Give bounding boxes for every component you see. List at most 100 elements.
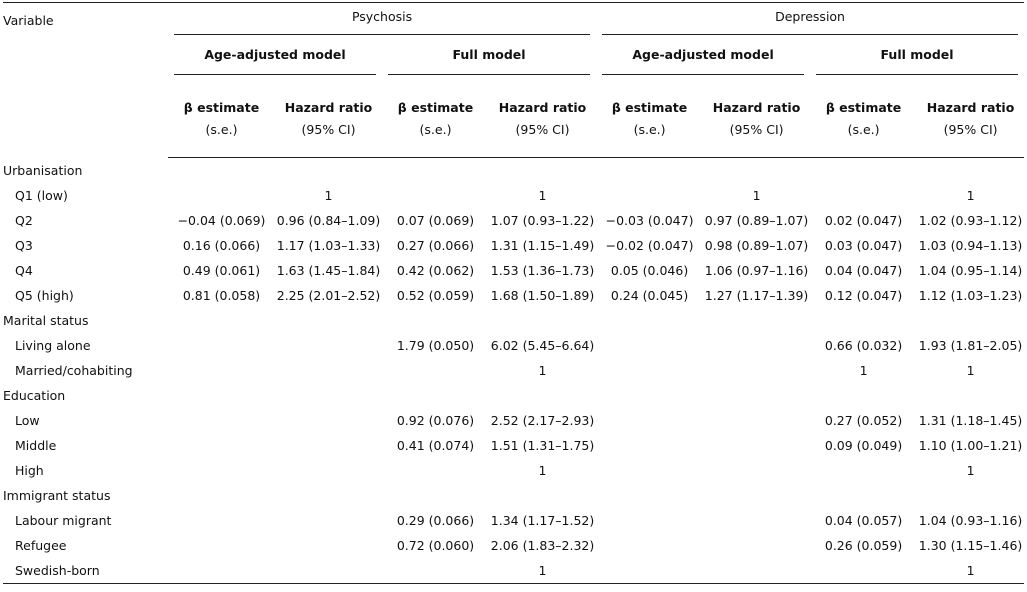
column-header-line: (s.e.)	[633, 122, 666, 137]
value-cell: 0.27 (0.066)	[396, 237, 475, 253]
value-cell: 2.06 (1.83–2.32)	[490, 537, 595, 553]
value-cell: 0.04 (0.057)	[824, 512, 903, 528]
column-header: β estimate (s.e.)	[382, 81, 489, 158]
column-header-line: β estimate	[825, 100, 902, 115]
value-cell: 0.26 (0.059)	[824, 537, 903, 553]
value-cell: 1	[966, 187, 975, 203]
value-cell: 0.81 (0.058)	[182, 287, 261, 303]
model-header: Full model	[810, 41, 1024, 81]
empty-cell	[810, 458, 917, 483]
empty-cell	[275, 433, 382, 458]
value-cell: 1.31 (1.18–1.45)	[918, 412, 1023, 428]
value-cell: 1.31 (1.15–1.49)	[490, 237, 595, 253]
row-label: Q5 (high)	[15, 288, 74, 303]
empty-cell	[275, 408, 382, 433]
row-label: Married/cohabiting	[15, 363, 133, 378]
value-cell: 1	[966, 362, 975, 378]
data-row: Q3 0.16 (0.066) 1.17 (1.03–1.33) 0.27 (0.06…	[3, 233, 1024, 258]
empty-cell	[810, 558, 917, 584]
section-row: Education	[3, 383, 1024, 408]
group-title: Psychosis	[174, 9, 591, 35]
empty-cell	[168, 183, 275, 208]
data-row: Married/cohabiting 1 1 1	[3, 358, 1024, 383]
column-header-line: (95% CI)	[943, 122, 998, 137]
data-row: Q5 (high) 0.81 (0.058) 2.25 (2.01–2.52) 0.5…	[3, 283, 1024, 308]
empty-cell	[596, 358, 703, 383]
empty-cell	[168, 433, 275, 458]
empty-cell	[703, 533, 810, 558]
data-row: High 1 1	[3, 458, 1024, 483]
value-cell: 1.07 (0.93–1.22)	[490, 212, 595, 228]
row-label: Refugee	[15, 538, 67, 553]
value-cell: 0.97 (0.89–1.07)	[704, 212, 809, 228]
column-header: Hazard ratio (95% CI)	[703, 81, 811, 158]
empty-cell	[275, 358, 382, 383]
column-header: Hazard ratio (95% CI)	[275, 81, 382, 158]
value-cell: 0.98 (0.89–1.07)	[704, 237, 809, 253]
value-cell: 1	[538, 362, 547, 378]
empty-cell	[275, 508, 382, 533]
value-cell: 1.51 (1.31–1.75)	[490, 437, 595, 453]
column-header-line: Hazard ratio	[284, 100, 373, 115]
column-header-line: (s.e.)	[419, 122, 452, 137]
row-label: Labour migrant	[15, 513, 112, 528]
value-cell: 0.29 (0.066)	[396, 512, 475, 528]
section-title: Education	[3, 388, 66, 403]
value-cell: 1.34 (1.17–1.52)	[490, 512, 595, 528]
column-header: Hazard ratio (95% CI)	[917, 81, 1025, 158]
section-row: Marital status	[3, 308, 1024, 333]
empty-cell	[168, 358, 275, 383]
column-header: β estimate (s.e.)	[810, 81, 918, 158]
value-cell: 0.04 (0.047)	[824, 262, 903, 278]
empty-cell	[275, 558, 382, 584]
value-cell: 1	[538, 562, 547, 578]
empty-cell	[703, 558, 810, 584]
value-cell: 1	[538, 462, 547, 478]
model-header: Age-adjusted model	[596, 41, 810, 81]
empty-cell	[703, 358, 810, 383]
value-cell: 1	[752, 187, 761, 203]
value-cell: 1.30 (1.15–1.46)	[918, 537, 1023, 553]
column-header-line: β estimate	[397, 100, 474, 115]
value-cell: 1.12 (1.03–1.23)	[918, 287, 1023, 303]
empty-cell	[596, 508, 703, 533]
empty-cell	[382, 358, 489, 383]
value-cell: 2.25 (2.01–2.52)	[276, 287, 381, 303]
section-title: Immigrant status	[3, 488, 111, 503]
column-header-line: (s.e.)	[205, 122, 238, 137]
section-title: Urbanisation	[3, 163, 83, 178]
empty-cell	[275, 458, 382, 483]
column-header-line: (s.e.)	[847, 122, 880, 137]
value-cell: 1.06 (0.97–1.16)	[704, 262, 809, 278]
value-cell: 0.92 (0.076)	[396, 412, 475, 428]
empty-cell	[703, 458, 810, 483]
value-cell: 0.72 (0.060)	[396, 537, 475, 553]
column-header-line: Hazard ratio	[926, 100, 1015, 115]
data-row: Middle 0.41 (0.074) 1.51 (1.31–1.75) 0.09 (…	[3, 433, 1024, 458]
value-cell: 0.12 (0.047)	[824, 287, 903, 303]
section-row: Urbanisation	[3, 158, 1024, 184]
value-cell: 0.27 (0.052)	[824, 412, 903, 428]
group-header: Depression	[596, 3, 1024, 42]
empty-cell	[275, 333, 382, 358]
row-label: Living alone	[15, 338, 91, 353]
results-table: Variable Psychosis Depression Age-adjusted …	[3, 2, 1025, 584]
column-header-line: β estimate	[611, 100, 688, 115]
value-cell: 0.03 (0.047)	[824, 237, 903, 253]
value-cell: 0.41 (0.074)	[396, 437, 475, 453]
value-cell: 1.04 (0.93–1.16)	[918, 512, 1023, 528]
value-cell: 0.96 (0.84–1.09)	[276, 212, 381, 228]
row-label: Swedish-born	[15, 563, 100, 578]
empty-cell	[596, 458, 703, 483]
value-cell: 0.02 (0.047)	[824, 212, 903, 228]
row-label: Q1 (low)	[15, 188, 68, 203]
model-title: Age-adjusted model	[174, 47, 376, 75]
empty-cell	[810, 183, 917, 208]
empty-cell	[596, 333, 703, 358]
value-cell: 0.07 (0.069)	[396, 212, 475, 228]
value-cell: 1.03 (0.94–1.13)	[918, 237, 1023, 253]
empty-cell	[596, 533, 703, 558]
row-label: Q3	[15, 238, 33, 253]
data-row: Labour migrant 0.29 (0.066) 1.34 (1.17–1.5…	[3, 508, 1024, 533]
row-label: High	[15, 463, 44, 478]
